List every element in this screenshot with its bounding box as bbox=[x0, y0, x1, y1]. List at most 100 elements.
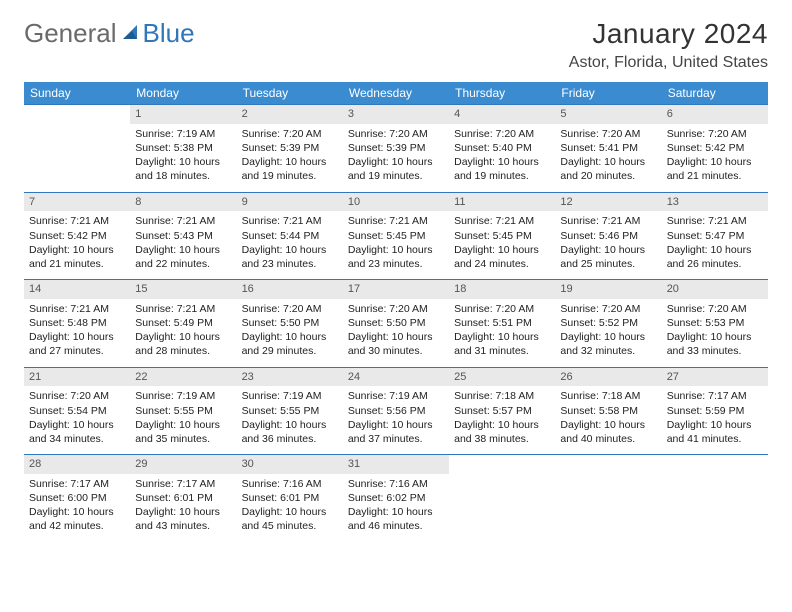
day-number: 10 bbox=[343, 193, 449, 212]
day-line: Sunrise: 7:21 AM bbox=[242, 214, 338, 228]
day-line: Daylight: 10 hours bbox=[560, 330, 656, 344]
day-line: Sunrise: 7:21 AM bbox=[29, 214, 125, 228]
day-number: 18 bbox=[449, 280, 555, 299]
day-body bbox=[555, 474, 661, 536]
day-line: Sunrise: 7:17 AM bbox=[667, 389, 763, 403]
day-line: Sunrise: 7:21 AM bbox=[454, 214, 550, 228]
day-line: and 25 minutes. bbox=[560, 257, 656, 271]
day-line: Sunset: 5:43 PM bbox=[135, 229, 231, 243]
day-number bbox=[662, 455, 768, 474]
day-line: Sunset: 5:55 PM bbox=[242, 404, 338, 418]
day-line: and 32 minutes. bbox=[560, 344, 656, 358]
day-line: and 45 minutes. bbox=[242, 519, 338, 533]
calendar-day-cell: 7Sunrise: 7:21 AMSunset: 5:42 PMDaylight… bbox=[24, 192, 130, 280]
calendar-day-cell: 13Sunrise: 7:21 AMSunset: 5:47 PMDayligh… bbox=[662, 192, 768, 280]
day-line: and 36 minutes. bbox=[242, 432, 338, 446]
day-line: Sunrise: 7:20 AM bbox=[667, 302, 763, 316]
day-line: Daylight: 10 hours bbox=[454, 155, 550, 169]
calendar-day-cell: 27Sunrise: 7:17 AMSunset: 5:59 PMDayligh… bbox=[662, 367, 768, 455]
day-line: Sunset: 6:02 PM bbox=[348, 491, 444, 505]
day-line: Sunset: 5:50 PM bbox=[348, 316, 444, 330]
weekday-header: Thursday bbox=[449, 82, 555, 105]
day-line: Sunrise: 7:21 AM bbox=[667, 214, 763, 228]
day-line: Sunset: 5:52 PM bbox=[560, 316, 656, 330]
day-body: Sunrise: 7:20 AMSunset: 5:42 PMDaylight:… bbox=[662, 124, 768, 192]
day-number: 3 bbox=[343, 105, 449, 124]
day-line: Sunset: 5:38 PM bbox=[135, 141, 231, 155]
day-line: Sunset: 5:39 PM bbox=[348, 141, 444, 155]
day-number: 14 bbox=[24, 280, 130, 299]
day-line: Sunset: 5:45 PM bbox=[454, 229, 550, 243]
day-line: Sunset: 5:57 PM bbox=[454, 404, 550, 418]
weekday-header: Sunday bbox=[24, 82, 130, 105]
day-number: 22 bbox=[130, 368, 236, 387]
day-body: Sunrise: 7:21 AMSunset: 5:46 PMDaylight:… bbox=[555, 211, 661, 279]
calendar-day-cell: 22Sunrise: 7:19 AMSunset: 5:55 PMDayligh… bbox=[130, 367, 236, 455]
day-body: Sunrise: 7:19 AMSunset: 5:55 PMDaylight:… bbox=[130, 386, 236, 454]
day-body: Sunrise: 7:17 AMSunset: 6:01 PMDaylight:… bbox=[130, 474, 236, 542]
day-number: 9 bbox=[237, 193, 343, 212]
day-line: Sunset: 5:39 PM bbox=[242, 141, 338, 155]
day-line: and 20 minutes. bbox=[560, 169, 656, 183]
day-line: Sunrise: 7:21 AM bbox=[560, 214, 656, 228]
weekday-header: Friday bbox=[555, 82, 661, 105]
day-line: Daylight: 10 hours bbox=[242, 155, 338, 169]
calendar-day-cell: 18Sunrise: 7:20 AMSunset: 5:51 PMDayligh… bbox=[449, 280, 555, 368]
day-line: Sunset: 5:50 PM bbox=[242, 316, 338, 330]
day-line: Sunset: 5:44 PM bbox=[242, 229, 338, 243]
day-body: Sunrise: 7:21 AMSunset: 5:47 PMDaylight:… bbox=[662, 211, 768, 279]
day-line: Sunrise: 7:21 AM bbox=[29, 302, 125, 316]
day-line: Sunrise: 7:18 AM bbox=[560, 389, 656, 403]
day-number: 25 bbox=[449, 368, 555, 387]
weekday-header: Tuesday bbox=[237, 82, 343, 105]
calendar-table: Sunday Monday Tuesday Wednesday Thursday… bbox=[24, 82, 768, 542]
title-block: January 2024 Astor, Florida, United Stat… bbox=[569, 18, 768, 72]
day-line: Daylight: 10 hours bbox=[29, 505, 125, 519]
day-line: Sunset: 5:49 PM bbox=[135, 316, 231, 330]
day-line: Daylight: 10 hours bbox=[242, 505, 338, 519]
day-number: 15 bbox=[130, 280, 236, 299]
day-body bbox=[24, 124, 130, 186]
day-body bbox=[662, 474, 768, 536]
day-line: Sunrise: 7:16 AM bbox=[242, 477, 338, 491]
day-body: Sunrise: 7:16 AMSunset: 6:01 PMDaylight:… bbox=[237, 474, 343, 542]
day-number: 6 bbox=[662, 105, 768, 124]
day-line: Sunrise: 7:20 AM bbox=[348, 127, 444, 141]
day-line: Daylight: 10 hours bbox=[348, 155, 444, 169]
calendar-day-cell: 6Sunrise: 7:20 AMSunset: 5:42 PMDaylight… bbox=[662, 105, 768, 193]
day-number: 8 bbox=[130, 193, 236, 212]
day-line: and 18 minutes. bbox=[135, 169, 231, 183]
day-number bbox=[555, 455, 661, 474]
day-line: Sunset: 5:48 PM bbox=[29, 316, 125, 330]
day-line: Sunset: 5:51 PM bbox=[454, 316, 550, 330]
day-line: Daylight: 10 hours bbox=[560, 243, 656, 257]
day-number: 16 bbox=[237, 280, 343, 299]
day-line: Sunrise: 7:20 AM bbox=[560, 302, 656, 316]
day-line: and 34 minutes. bbox=[29, 432, 125, 446]
day-line: Sunrise: 7:20 AM bbox=[348, 302, 444, 316]
day-line: Sunrise: 7:21 AM bbox=[135, 302, 231, 316]
day-number: 27 bbox=[662, 368, 768, 387]
brand-logo: General Blue bbox=[24, 18, 195, 49]
weekday-header-row: Sunday Monday Tuesday Wednesday Thursday… bbox=[24, 82, 768, 105]
day-number: 29 bbox=[130, 455, 236, 474]
day-line: Sunset: 6:01 PM bbox=[242, 491, 338, 505]
day-body: Sunrise: 7:21 AMSunset: 5:49 PMDaylight:… bbox=[130, 299, 236, 367]
calendar-day-cell: 28Sunrise: 7:17 AMSunset: 6:00 PMDayligh… bbox=[24, 455, 130, 542]
day-body: Sunrise: 7:16 AMSunset: 6:02 PMDaylight:… bbox=[343, 474, 449, 542]
page-location: Astor, Florida, United States bbox=[569, 54, 768, 72]
day-line: Sunrise: 7:21 AM bbox=[348, 214, 444, 228]
weekday-header: Saturday bbox=[662, 82, 768, 105]
day-line: and 38 minutes. bbox=[454, 432, 550, 446]
calendar-day-cell: 14Sunrise: 7:21 AMSunset: 5:48 PMDayligh… bbox=[24, 280, 130, 368]
day-body: Sunrise: 7:19 AMSunset: 5:55 PMDaylight:… bbox=[237, 386, 343, 454]
day-line: Sunrise: 7:21 AM bbox=[135, 214, 231, 228]
day-body: Sunrise: 7:21 AMSunset: 5:42 PMDaylight:… bbox=[24, 211, 130, 279]
day-line: and 31 minutes. bbox=[454, 344, 550, 358]
day-number: 1 bbox=[130, 105, 236, 124]
day-line: and 24 minutes. bbox=[454, 257, 550, 271]
day-line: Sunrise: 7:20 AM bbox=[242, 127, 338, 141]
day-line: Daylight: 10 hours bbox=[135, 155, 231, 169]
day-body: Sunrise: 7:20 AMSunset: 5:51 PMDaylight:… bbox=[449, 299, 555, 367]
day-line: and 42 minutes. bbox=[29, 519, 125, 533]
